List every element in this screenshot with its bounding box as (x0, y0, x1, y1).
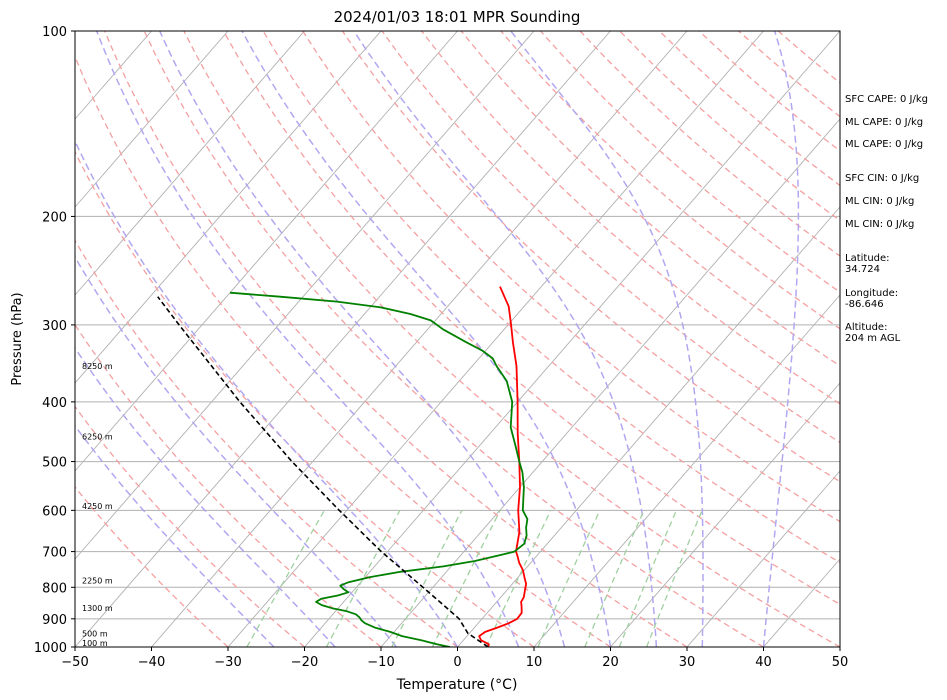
height-label: 6250 m (82, 432, 113, 441)
sounding-info-item: SFC CAPE: 0 J/kg (845, 94, 928, 105)
x-axis-label: Temperature (°C) (396, 677, 518, 693)
mixing-ratio-line (431, 510, 501, 647)
moist-adiabat-line (75, 346, 336, 647)
y-tick-label: 900 (42, 613, 67, 628)
x-tick-label: −30 (214, 655, 241, 670)
y-tick-label: 800 (42, 581, 67, 596)
isotherm-line (610, 382, 840, 647)
dry-adiabat-line (460, 31, 840, 367)
y-tick-label: 200 (42, 210, 67, 225)
background-lines (75, 31, 840, 647)
mixing-ratio-line (584, 510, 645, 647)
mixing-ratio-line (537, 510, 601, 647)
moist-adiabat-line (762, 31, 800, 647)
axes: −50 −40 −30 −20 −10 0 10 20 30 40 50 100 200 300 400 50… (34, 25, 848, 670)
isotherm-line (75, 31, 382, 384)
x-tick-label: −50 (61, 655, 88, 670)
moist-adiabat-line (75, 139, 459, 647)
dry-adiabat-line (222, 31, 840, 606)
mixing-ratio-line (391, 509, 463, 647)
dry-adiabat-line (183, 31, 840, 647)
chart-title: 2024/01/03 18:01 MPR Sounding (334, 8, 581, 26)
sounding-info-item: Longitude: -86.646 (845, 288, 899, 310)
y-tick-label: 100 (42, 25, 67, 40)
moist-adiabat-line (96, 31, 520, 647)
dry-adiabat-line (75, 54, 611, 647)
sounding-info-item: SFC CIN: 0 J/kg (845, 173, 920, 184)
mixing-ratio-line (246, 509, 325, 647)
height-label: 100 m (82, 639, 108, 648)
y-axis-label: Pressure (hPa) (10, 292, 25, 385)
isotherm-line (75, 31, 611, 647)
x-tick-label: 20 (602, 655, 619, 670)
x-tick-label: 10 (526, 655, 543, 670)
moist-adiabat-line (241, 31, 612, 647)
isotherm-line (75, 31, 229, 208)
isotherm-line (457, 206, 840, 647)
isotherm-line (75, 31, 305, 296)
sounding-info-item: Latitude: 34.724 (845, 253, 890, 275)
mixing-ratio-line (325, 509, 401, 647)
y-tick-label: 600 (42, 504, 67, 519)
dry-adiabat-line (262, 31, 840, 564)
x-tick-label: 0 (453, 655, 461, 670)
sounding-info-item: ML CAPE: 0 J/kg (845, 139, 924, 150)
height-label: 1300 m (82, 604, 113, 613)
parcel-line (157, 296, 489, 647)
dewpoint-line (229, 291, 529, 647)
x-tick-label: 40 (755, 655, 772, 670)
isotherm-line (380, 118, 840, 647)
sounding-info-item: ML CIN: 0 J/kg (845, 196, 915, 207)
x-tick-label: 30 (679, 655, 696, 670)
isotherm-line (686, 470, 840, 647)
isotherm-line (75, 31, 458, 472)
sounding-info-item: ML CAPE: 0 J/kg (845, 117, 924, 128)
dry-adiabat-line (75, 150, 535, 647)
y-tick-label: 700 (42, 546, 67, 561)
x-tick-label: −40 (138, 655, 165, 670)
y-tick-label: 500 (42, 456, 67, 471)
dry-adiabat-line (540, 31, 840, 293)
isotherm-line (304, 31, 840, 647)
x-tick-label: 50 (832, 655, 849, 670)
dry-adiabat-line (500, 31, 840, 330)
y-tick-label: 1000 (34, 641, 67, 656)
isotherm-line (151, 31, 688, 647)
dry-adiabat-line (302, 31, 840, 523)
dry-adiabat-line (75, 486, 229, 647)
height-label: 4250 m (82, 502, 113, 511)
moist-adiabat-line (75, 255, 397, 647)
isotherm-line (533, 294, 840, 647)
height-label: 8250 m (82, 362, 113, 371)
dry-adiabat-line (75, 239, 458, 647)
moist-adiabat-line (159, 31, 566, 647)
x-tick-label: −20 (291, 655, 318, 670)
y-tick-label: 300 (42, 319, 67, 334)
moist-adiabat-line (510, 31, 704, 647)
isotherm-line (227, 31, 764, 647)
moist-adiabat-line (75, 424, 275, 647)
dry-adiabat-line (75, 405, 305, 647)
y-tick-label: 400 (42, 396, 67, 411)
dry-adiabat-line (104, 31, 688, 647)
mixing-ratio-line (618, 510, 677, 647)
mixing-ratio-line (645, 510, 703, 647)
height-label: 2250 m (82, 577, 113, 586)
x-tick-label: −10 (367, 655, 394, 670)
sounding-info-item: Altitude: 204 m AGL (845, 322, 901, 344)
dry-adiabat-line (143, 31, 764, 647)
sounding-info-item: ML CIN: 0 J/kg (845, 219, 915, 230)
dry-adiabat-line (341, 31, 840, 483)
height-label: 500 m (82, 629, 108, 638)
temperature-line (478, 286, 527, 647)
isotherm-line (75, 31, 535, 560)
